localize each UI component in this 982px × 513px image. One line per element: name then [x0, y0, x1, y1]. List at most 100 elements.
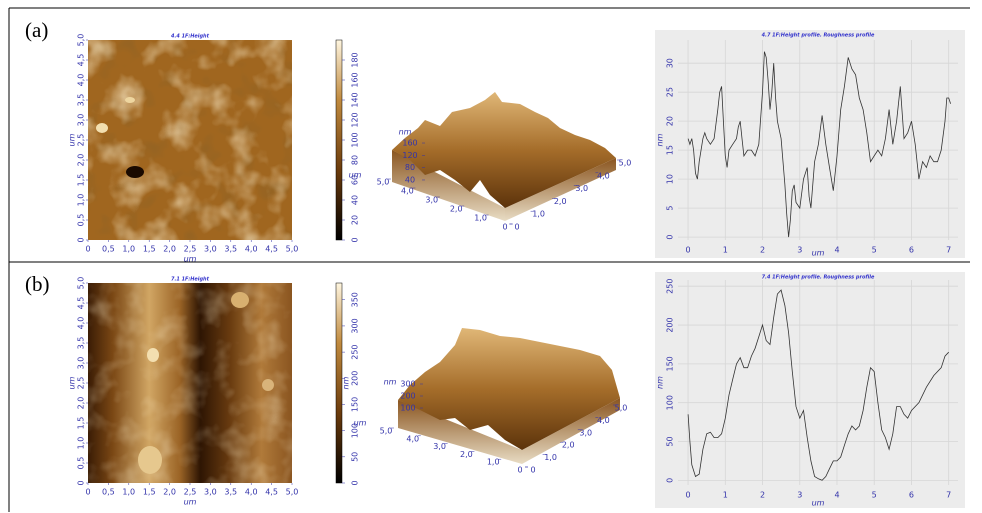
axis-tick-label: 3,0	[425, 196, 438, 205]
x-tick-label: 4	[834, 491, 839, 500]
x-tick-label: 0	[85, 245, 90, 254]
y-axis-label: nm	[656, 133, 665, 146]
y-axis-label: um	[68, 133, 77, 146]
axis-tick-label: 0	[502, 223, 507, 232]
image-feature	[147, 348, 159, 362]
y-tick-label: 0,5	[77, 457, 86, 470]
y-tick-label: 3,0	[77, 114, 86, 127]
y-tick-label: 1,5	[77, 417, 86, 430]
y-tick-label: 30	[666, 58, 675, 68]
x-tick-label: 7	[946, 246, 951, 255]
y-tick-label: 20	[666, 116, 675, 126]
axis-tick-label: 3,0	[433, 442, 446, 451]
axis-tick-label: 1,0	[487, 458, 500, 467]
y-tick-label: 1,5	[77, 174, 86, 187]
y-axis-label: um	[68, 376, 77, 389]
y-tick-label: 25	[666, 87, 675, 97]
image-feature	[262, 379, 274, 391]
chart-title: 4.4 1F:Height	[171, 34, 210, 40]
image-texture	[88, 283, 292, 483]
y-tick-label: 0	[77, 480, 86, 485]
x-tick-label: 1,0	[122, 245, 135, 254]
x-tick-label: 7	[946, 491, 951, 500]
axis-tick-label: 0	[514, 223, 519, 232]
height-map-b	[88, 283, 292, 483]
axis-tick-label: 5,0	[615, 404, 628, 413]
chart-title: 7.1 1F:Height	[171, 277, 210, 283]
x-tick-label: 3	[797, 246, 802, 255]
x-tick-label: 4,0	[245, 488, 258, 497]
x-tick-label: 0,5	[102, 245, 115, 254]
x-tick-label: 1,5	[143, 245, 156, 254]
axis-tick-label: 4,0	[597, 171, 610, 180]
colorbar-tick-label: 120	[351, 112, 360, 127]
x-tick-label: 0	[686, 246, 691, 255]
axis-tick-label: 3,0	[579, 428, 592, 437]
z-tick-label: 300	[400, 380, 415, 389]
axis-tick-label: 4,0	[406, 434, 419, 443]
plot-background	[655, 272, 965, 508]
x-tick-label: 0,5	[102, 488, 115, 497]
z-tick-label: 100	[400, 404, 415, 413]
z-tick-label: 40	[405, 175, 415, 184]
colorbar-tick-label: 80	[351, 155, 360, 165]
chart-title: 4.7 1F:Height profile. Roughness profile	[762, 33, 875, 39]
x-tick-label: 4,0	[245, 245, 258, 254]
x-tick-label: 5,0	[286, 488, 299, 497]
y-tick-label: 0	[666, 235, 675, 240]
colorbar-label: nm	[342, 376, 351, 389]
panel-label: (b)	[25, 272, 50, 296]
x-tick-label: 3,0	[204, 488, 217, 497]
colorbar-tick-label: 160	[351, 72, 360, 87]
x-tick-label: 2,0	[163, 488, 176, 497]
image-feature	[96, 123, 108, 133]
colorbar-tick-label: 300	[351, 318, 360, 333]
y-tick-label: 2,5	[77, 134, 86, 147]
axis-tick-label: 4,0	[597, 416, 610, 425]
z-tick-label: 160	[402, 139, 417, 148]
axis-tick-label: 0	[517, 466, 522, 475]
y-tick-label: 1,0	[77, 194, 86, 207]
z-axis-label: nm	[384, 378, 397, 387]
y-tick-label: 4,0	[77, 74, 86, 87]
x-tick-label: 3	[797, 491, 802, 500]
image-feature	[231, 292, 249, 308]
y-axis-label: nm	[656, 376, 665, 389]
y-tick-label: 15	[666, 145, 675, 155]
y-tick-label: 2,5	[77, 377, 86, 390]
x-tick-label: 6	[909, 491, 914, 500]
axis-tick-label: 2,0	[562, 441, 575, 450]
image-feature	[126, 166, 144, 178]
x-tick-label: 1	[723, 246, 728, 255]
y-tick-label: 150	[666, 356, 675, 371]
unit-label: um	[354, 419, 367, 428]
x-tick-label: 3,0	[204, 245, 217, 254]
colorbar-tick-label: 20	[351, 215, 360, 225]
y-tick-label: 3,5	[77, 94, 86, 107]
x-tick-label: 2,5	[184, 245, 197, 254]
x-tick-label: 4	[834, 246, 839, 255]
y-tick-label: 100	[666, 395, 675, 410]
x-tick-label: 5	[872, 491, 877, 500]
figure: (a) (b) 4.4 1F:Height00,51,01,52,02,53,0…	[0, 0, 982, 513]
y-tick-label: 0	[77, 237, 86, 242]
x-tick-label: 2,0	[163, 245, 176, 254]
colorbar-tick-label: 350	[351, 292, 360, 307]
y-tick-label: 2,0	[77, 154, 86, 167]
x-tick-label: 4,5	[265, 245, 278, 254]
z-tick-label: 200	[400, 392, 415, 401]
y-tick-label: 4,5	[77, 54, 86, 67]
chart-title: 7.4 1F:Height profile. Roughness profile	[762, 275, 875, 281]
y-tick-label: 1,0	[77, 437, 86, 450]
y-tick-label: 5	[666, 206, 675, 211]
y-tick-label: 5,0	[77, 34, 86, 47]
axis-tick-label: 5,0	[380, 427, 393, 436]
axis-tick-label: 5,0	[377, 178, 390, 187]
x-axis-label: um	[184, 255, 197, 264]
y-tick-label: 3,5	[77, 337, 86, 350]
colorbar-tick-label: 150	[351, 397, 360, 412]
y-tick-label: 50	[666, 436, 675, 446]
colorbar-tick-label: 180	[351, 52, 360, 67]
colorbar-tick-label: 0	[351, 480, 360, 485]
x-tick-label: 3,5	[224, 488, 237, 497]
